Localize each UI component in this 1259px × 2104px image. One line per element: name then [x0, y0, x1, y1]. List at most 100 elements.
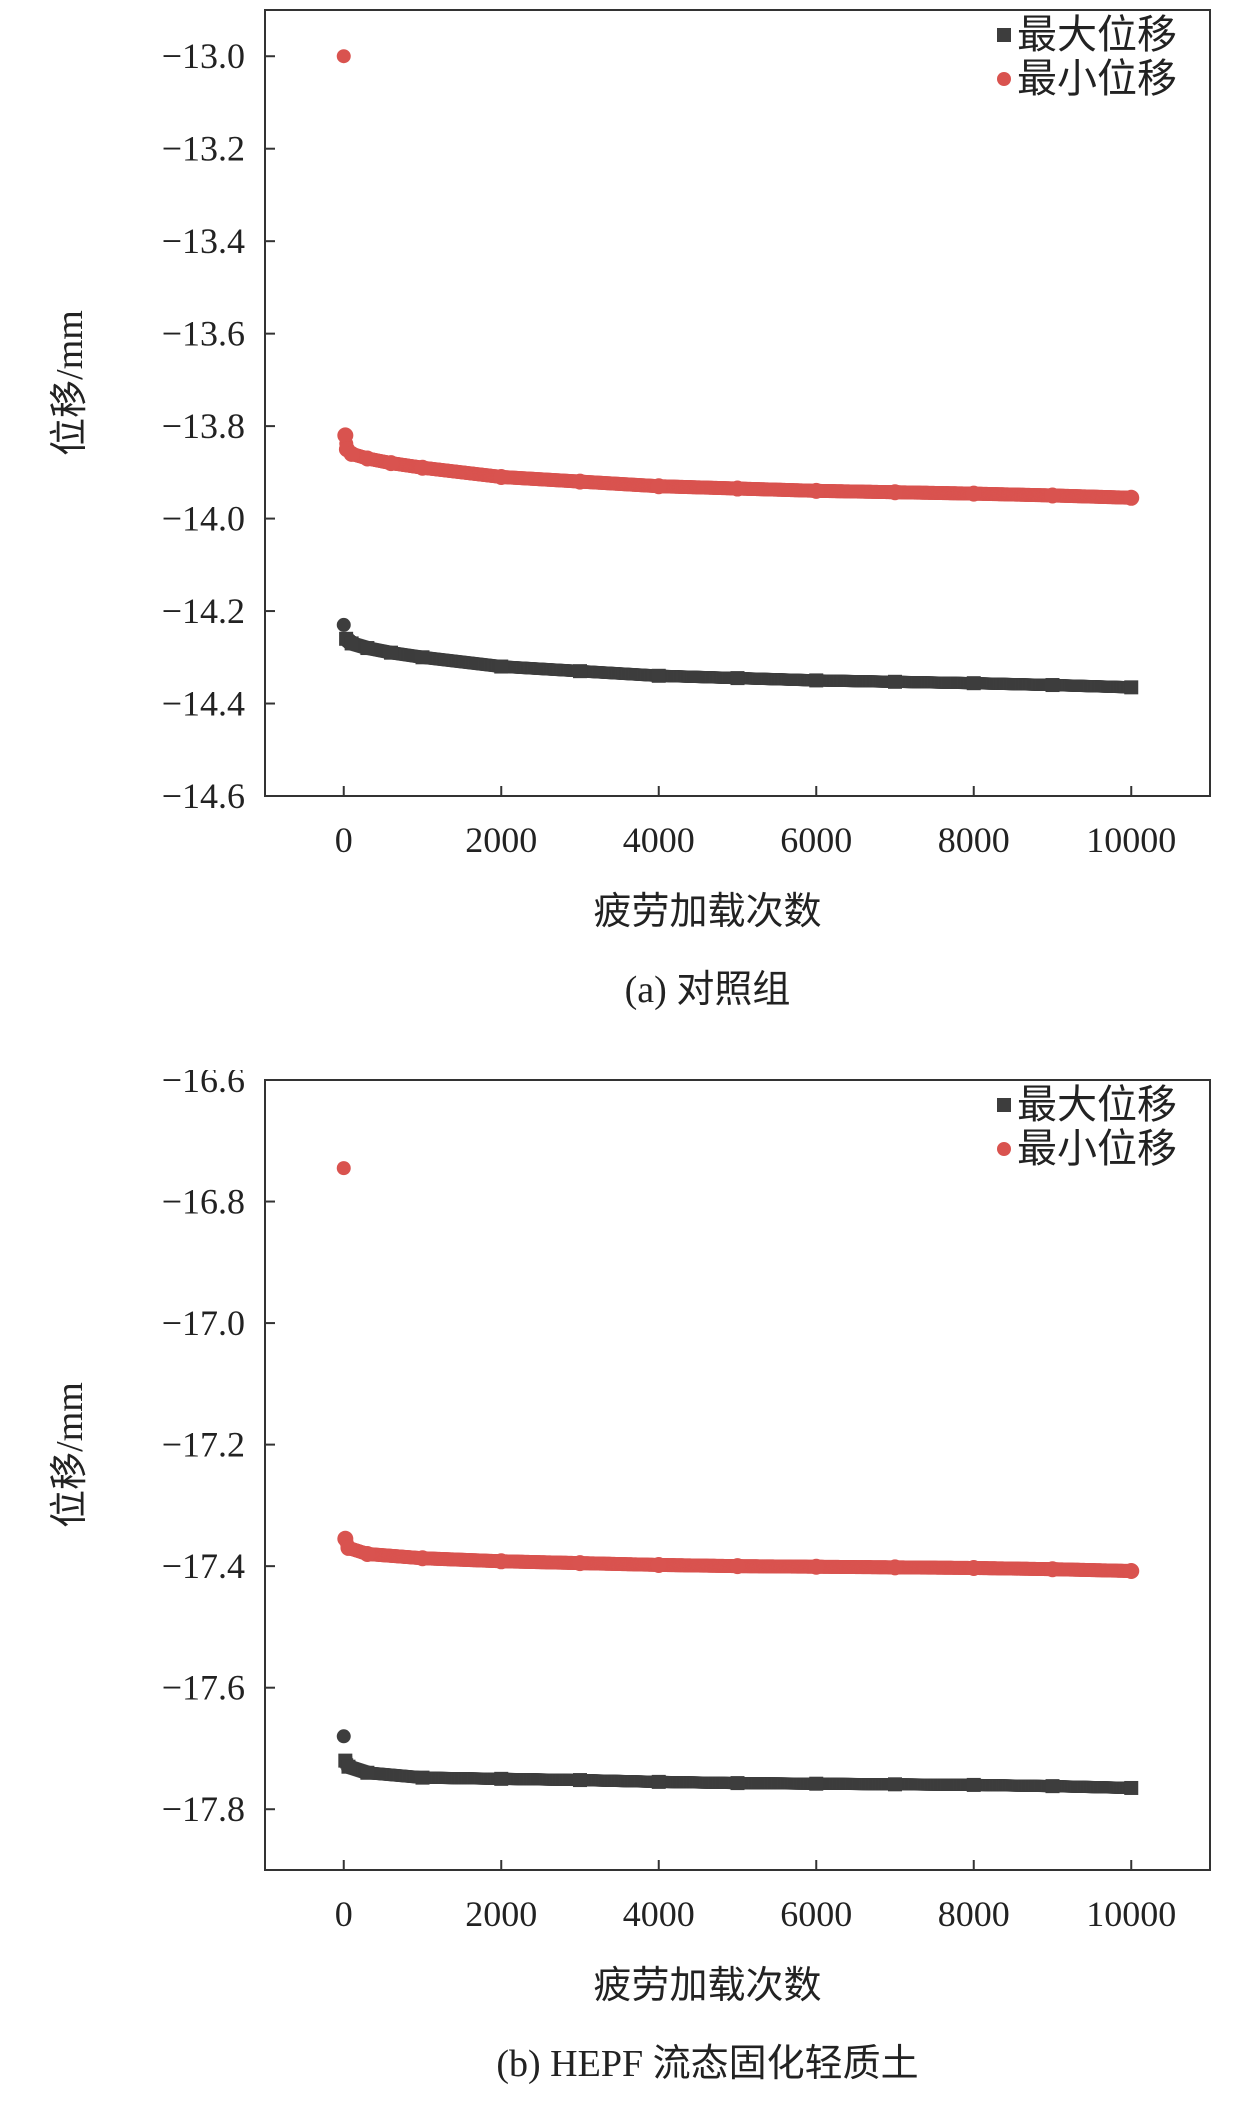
y-tick-label-b: −17.6 [162, 1668, 245, 1708]
data-point [383, 455, 399, 472]
y-tick-label-a: −13.2 [162, 129, 245, 169]
y-axis-title-a: 位移/mm [49, 310, 91, 456]
data-point [494, 1771, 509, 1786]
x-tick-label-a: 2000 [465, 820, 537, 860]
legend-label: 最大位移 [1017, 1082, 1177, 1127]
x-tick-label-b: 6000 [780, 1894, 852, 1934]
data-point [1045, 1779, 1060, 1794]
y-tick-label-a: −13.4 [162, 221, 245, 261]
data-point [493, 468, 510, 485]
x-tick-label-a: 4000 [623, 820, 695, 860]
data-point [341, 1759, 356, 1774]
data-point [888, 1777, 902, 1792]
data-point [336, 1161, 351, 1176]
series-min-a [336, 49, 1140, 506]
y-tick-label-b: −17.4 [162, 1546, 245, 1586]
data-point [415, 1770, 430, 1785]
y-tick-label-b: −17.0 [162, 1303, 245, 1343]
series-max-a [336, 617, 1139, 695]
data-point [887, 1559, 903, 1576]
legend-marker [997, 28, 1011, 42]
legend-marker [997, 1098, 1011, 1112]
caption-b: (b) HEPF 流态固化轻质土 [496, 2043, 918, 2085]
data-point [888, 674, 902, 689]
data-point [494, 659, 509, 674]
x-tick-label-b: 0 [335, 1894, 353, 1934]
data-point [340, 1539, 357, 1556]
data-point [573, 1773, 587, 1788]
caption-a: (a) 对照组 [625, 969, 791, 1011]
y-tick-label-a: −13.6 [162, 314, 245, 354]
plot-frame-b [264, 1079, 1211, 1871]
data-point [359, 450, 376, 467]
plot-frame-a [264, 9, 1211, 797]
data-point [1123, 489, 1140, 506]
x-tick-label-a: 10000 [1086, 820, 1176, 860]
plot-area-b [336, 1161, 1140, 1795]
legend-label: 最大位移 [1017, 12, 1177, 57]
data-point [360, 641, 375, 656]
legend-label: 最小位移 [1017, 1126, 1177, 1171]
data-point [336, 49, 351, 64]
y-tick-label-a: −14.2 [162, 591, 245, 631]
data-point [651, 1774, 666, 1789]
data-point [730, 1776, 745, 1791]
y-tick-label-a: −14.4 [162, 684, 245, 724]
data-point [966, 1777, 981, 1792]
data-point [965, 1559, 982, 1576]
chart-panel-a: −13.0 −13.2 −13.4 −13.6 −13.8 −14.0 −14.2 −14.4… [0, 0, 1259, 1030]
data-point [729, 480, 746, 497]
data-point [809, 1776, 824, 1791]
data-point [336, 1729, 351, 1744]
legend-marker [997, 1142, 1011, 1156]
data-point [572, 473, 588, 490]
data-point [384, 645, 398, 660]
data-point [572, 1555, 588, 1572]
data-point [337, 427, 354, 444]
data-point [343, 445, 360, 462]
y-tick-label-a: −13.0 [162, 36, 245, 76]
data-point [809, 673, 824, 688]
series-min-b [336, 1161, 1140, 1580]
data-point [1044, 487, 1061, 504]
data-point [651, 668, 666, 683]
chart-panel-b: −16.6 −16.8 −17.0 −17.2 −17.4 −17.6 −17.8 0 200… [0, 1060, 1259, 2100]
y-tick-label-b: −17.2 [162, 1425, 245, 1465]
y-axis-title-b: 位移/mm [49, 1382, 91, 1528]
x-tick-label-b: 8000 [938, 1894, 1010, 1934]
x-axis-title-b: 疲劳加载次数 [593, 1965, 821, 2007]
y-axis-b: −16.6 −16.8 −17.0 −17.2 −17.4 −17.6 −17.8 [162, 1060, 275, 1829]
series-max-b [336, 1729, 1139, 1795]
data-point [1124, 680, 1139, 695]
data-point [1044, 1561, 1061, 1578]
x-axis-b: 0 2000 4000 6000 8000 10000 [335, 1860, 1176, 1934]
data-point [359, 1546, 376, 1562]
legend-marker [997, 72, 1011, 86]
chart-a: −13.0 −13.2 −13.4 −13.6 −13.8 −14.0 −14.2 −14.4… [49, 9, 1211, 1011]
data-point [1045, 678, 1060, 693]
data-point [493, 1553, 510, 1570]
data-point [650, 478, 667, 495]
data-point [808, 1558, 825, 1575]
data-point [344, 636, 359, 651]
data-point [965, 485, 982, 502]
x-tick-label-b: 10000 [1086, 1894, 1176, 1934]
x-axis-title-a: 疲劳加载次数 [593, 891, 821, 933]
chart-b: −16.6 −16.8 −17.0 −17.2 −17.4 −17.6 −17.8 0 200… [49, 1060, 1211, 2085]
data-point [415, 650, 430, 665]
plot-area-a [336, 49, 1140, 695]
data-point [414, 1550, 431, 1567]
data-point [336, 617, 351, 632]
y-tick-label-b: −16.6 [162, 1070, 245, 1100]
x-tick-label-b: 2000 [465, 1894, 537, 1934]
data-point [1123, 1563, 1140, 1580]
data-point [573, 664, 587, 679]
y-tick-label-b: −17.8 [162, 1789, 245, 1829]
x-tick-label-a: 8000 [938, 820, 1010, 860]
data-point [966, 676, 981, 691]
x-axis-a: 0 2000 4000 6000 8000 10000 [335, 786, 1176, 860]
legend-label: 最小位移 [1017, 56, 1177, 101]
data-point [414, 459, 431, 476]
